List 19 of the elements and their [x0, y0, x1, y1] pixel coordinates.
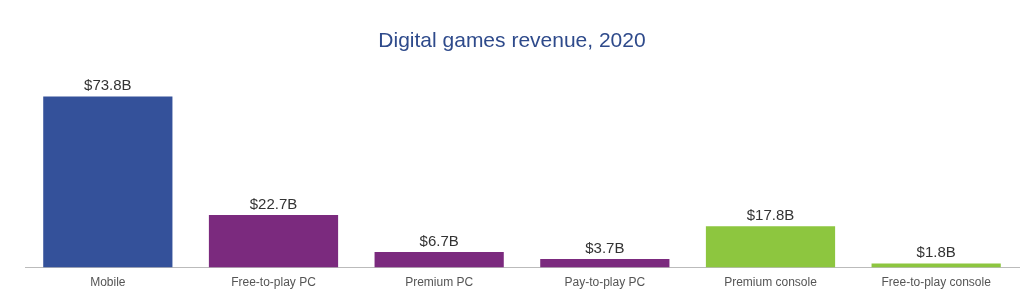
- x-tick-label: Mobile: [90, 275, 126, 290]
- bar: [871, 263, 1001, 268]
- data-label: $17.8B: [746, 205, 795, 223]
- x-tick-label: Free-to-play console: [881, 275, 992, 290]
- bar: [43, 96, 173, 268]
- bar: [705, 226, 836, 268]
- bar: [540, 259, 670, 268]
- bar: [208, 214, 339, 268]
- data-label: $22.7B: [249, 194, 298, 212]
- data-label: $73.8B: [84, 76, 132, 94]
- x-tick-label: Pay-to-play PC: [564, 275, 646, 290]
- data-label: $1.8B: [916, 243, 956, 261]
- chart-title: Digital games revenue, 2020: [377, 28, 647, 52]
- x-tick-label: Free-to-play PC: [231, 275, 317, 290]
- data-label: $3.7B: [585, 238, 625, 256]
- bar: [374, 252, 504, 268]
- x-tick-label: Premium console: [724, 275, 818, 290]
- data-label: $6.7B: [419, 231, 459, 249]
- x-tick-label: Premium PC: [405, 275, 474, 290]
